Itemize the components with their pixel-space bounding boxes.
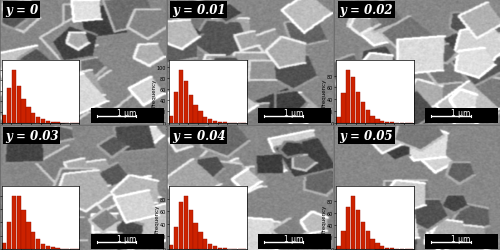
Text: y = 0: y = 0 — [5, 4, 38, 17]
Text: y = 0.01: y = 0.01 — [172, 4, 226, 17]
Text: 1 μm: 1 μm — [284, 234, 304, 243]
Bar — [91, 108, 164, 123]
Bar — [258, 108, 331, 123]
Text: y = 0.03: y = 0.03 — [5, 129, 59, 142]
Bar — [258, 234, 331, 249]
Text: y = 0.02: y = 0.02 — [340, 4, 393, 17]
Text: 1 μm: 1 μm — [117, 234, 136, 243]
Text: 1 μm: 1 μm — [451, 108, 470, 117]
Text: y = 0.05: y = 0.05 — [340, 129, 393, 142]
Text: y = 0.04: y = 0.04 — [172, 129, 226, 142]
Text: 1 μm: 1 μm — [117, 108, 136, 117]
Bar — [426, 108, 498, 123]
Bar — [91, 234, 164, 249]
Bar — [426, 234, 498, 249]
Text: 1 μm: 1 μm — [451, 234, 470, 243]
Text: 1 μm: 1 μm — [284, 108, 304, 117]
